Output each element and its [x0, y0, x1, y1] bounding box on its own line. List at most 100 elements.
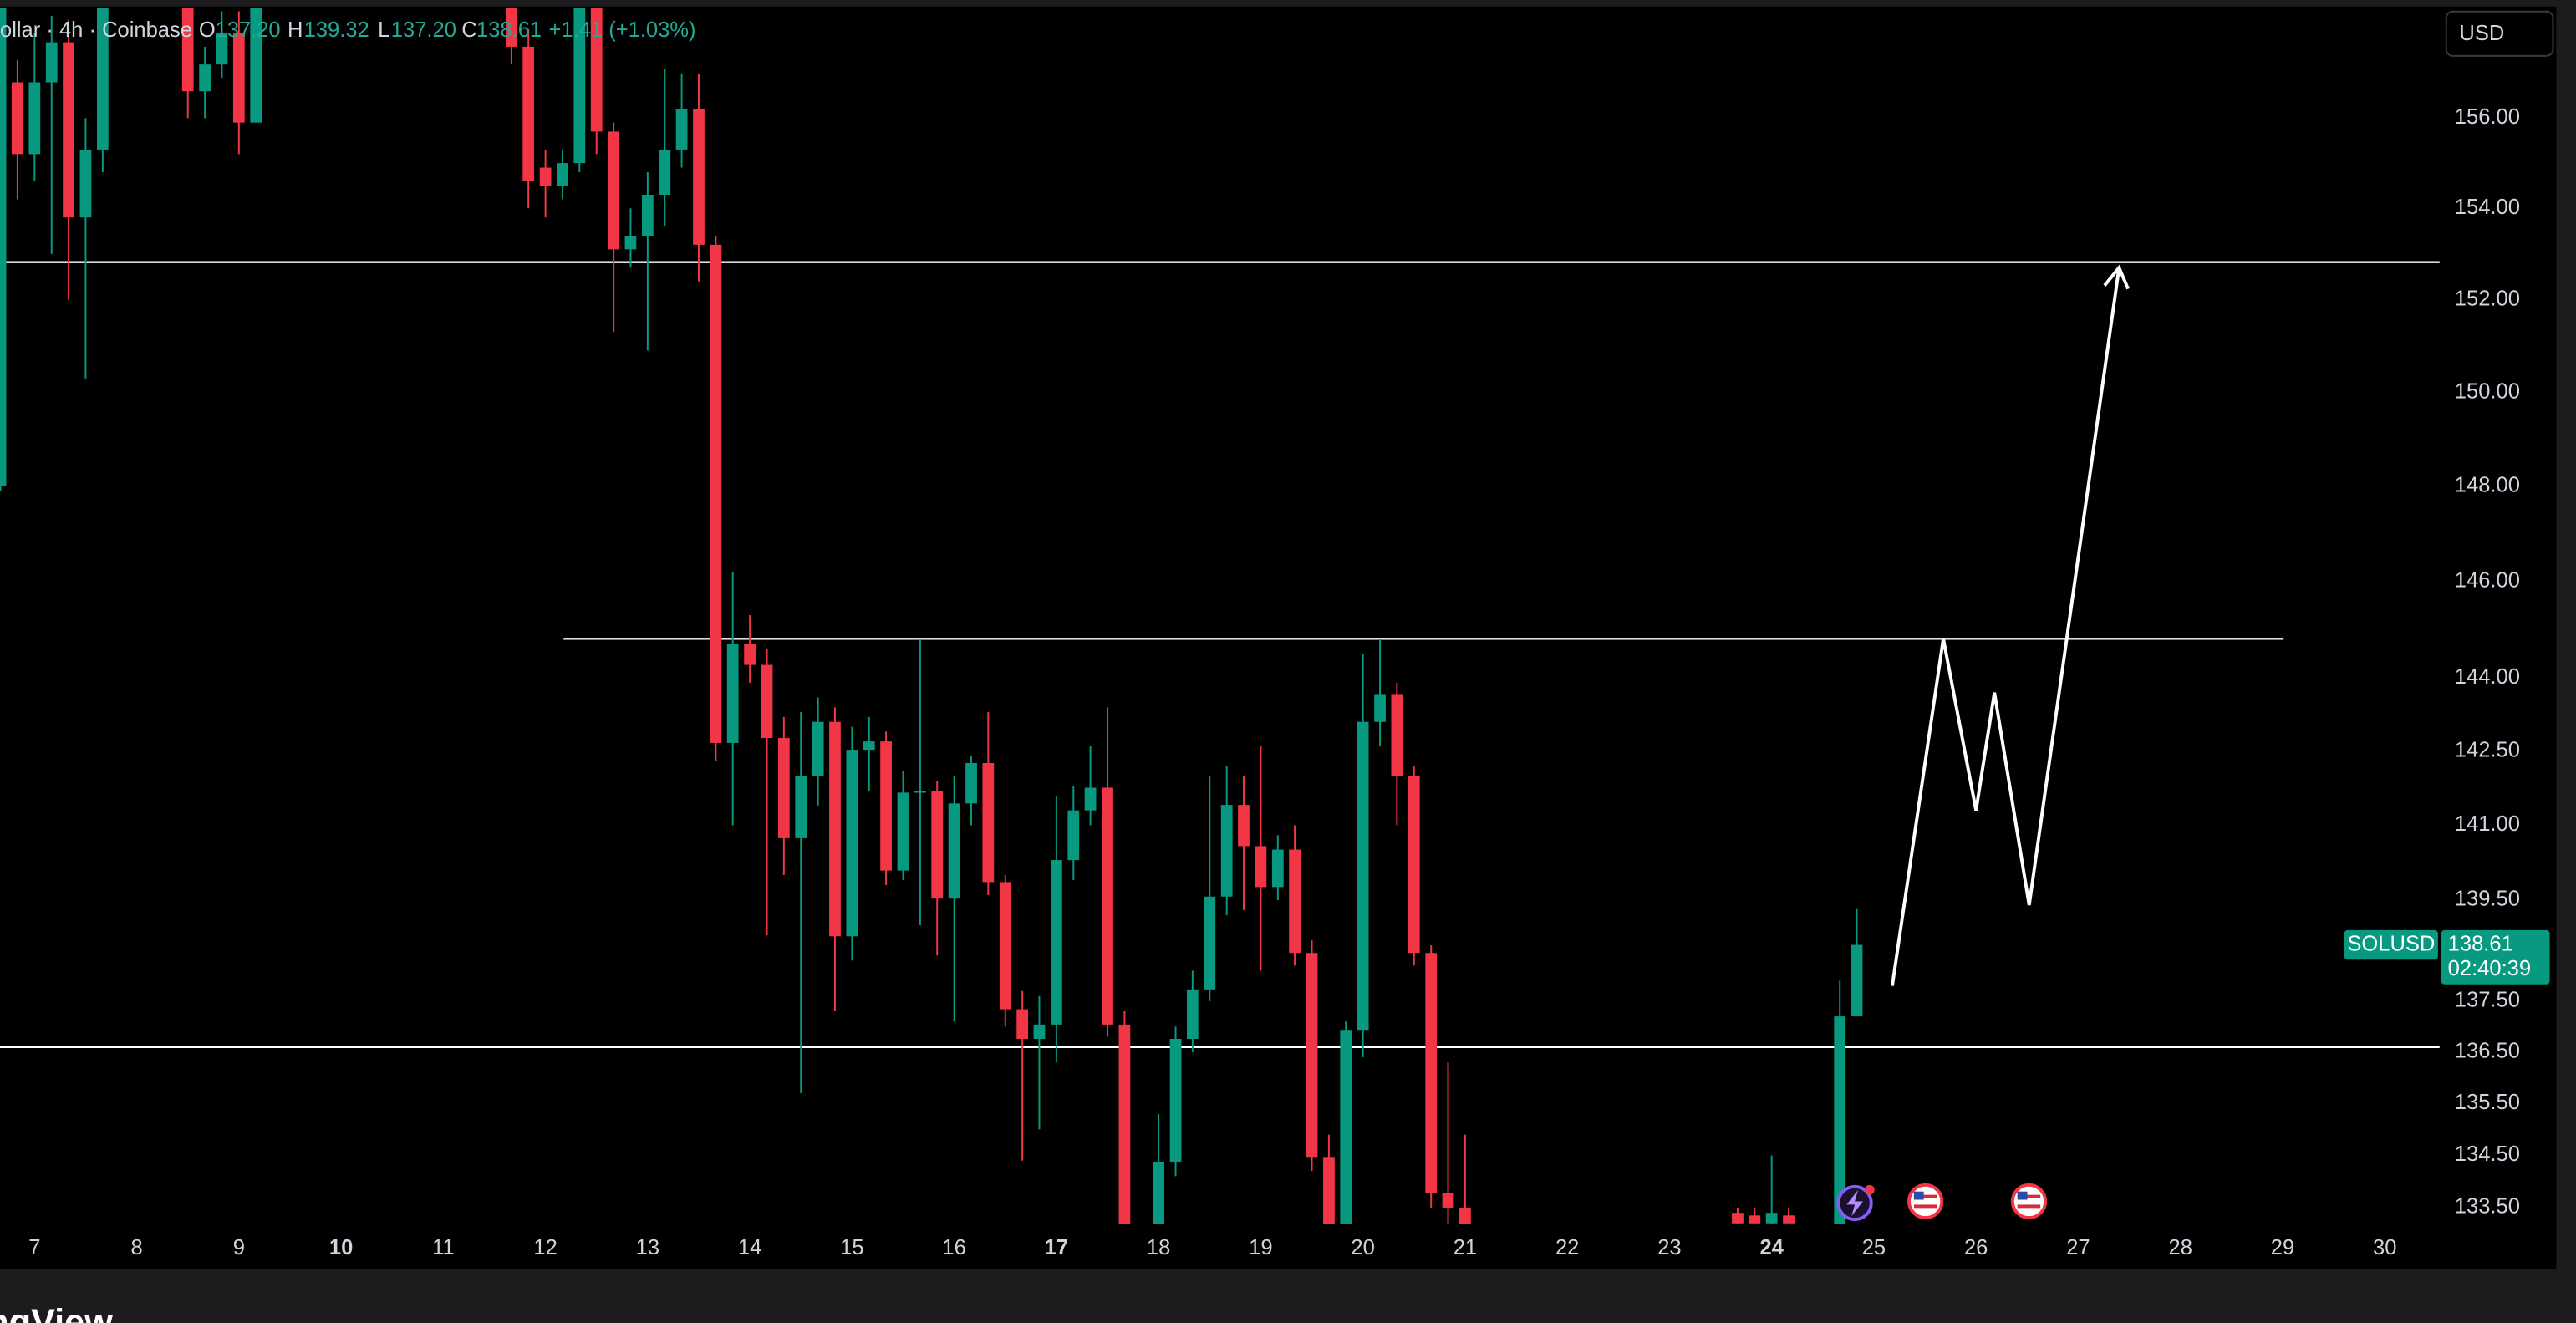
ohlc-key: H — [288, 18, 303, 42]
candle-body — [1016, 1009, 1029, 1039]
x-tick-label: 24 — [1759, 1236, 1784, 1259]
x-tick-label: 29 — [2271, 1236, 2294, 1259]
candle-body — [914, 791, 926, 793]
candle-body — [1238, 805, 1250, 847]
ohlc-value: 137.20 — [215, 18, 280, 42]
x-tick-label: 28 — [2168, 1236, 2192, 1259]
symbol-label: ollar · 4h · Coinbase — [0, 18, 192, 42]
footer-logo: ngView — [0, 1302, 113, 1323]
candle-body — [624, 235, 637, 250]
candle-body — [1408, 776, 1420, 954]
candle-body — [1442, 1193, 1454, 1208]
candle-body — [1732, 1213, 1744, 1224]
projection-path — [1890, 267, 2121, 986]
candle-body — [999, 882, 1011, 1010]
x-tick-label: 18 — [1147, 1236, 1170, 1259]
candle-body — [948, 803, 960, 899]
candle-body — [79, 149, 92, 218]
price-badge — [2441, 929, 2550, 985]
candle-body — [1186, 989, 1199, 1039]
flag-stripe — [2017, 1194, 2041, 1198]
candle-body — [1783, 1215, 1795, 1224]
candle-body — [1289, 849, 1301, 954]
y-tick-label: 142.50 — [2455, 739, 2520, 762]
y-tick-label: 137.50 — [2455, 989, 2520, 1012]
x-tick-label: 23 — [1657, 1236, 1681, 1259]
price-badge-countdown: 02:40:39 — [2448, 957, 2531, 980]
event-icon[interactable] — [2010, 1183, 2048, 1220]
event-icon-glyph — [1846, 1189, 1863, 1217]
projection-arrowhead — [2103, 264, 2130, 290]
x-tick-label: 16 — [942, 1236, 965, 1259]
candle-body — [1374, 694, 1386, 722]
event-badge — [1864, 1184, 1875, 1195]
y-tick-label: 156.00 — [2455, 105, 2520, 129]
candle-body — [965, 762, 977, 804]
candle-body — [557, 163, 568, 186]
candle-body — [28, 82, 41, 155]
candle-body — [1255, 846, 1267, 888]
candle-body — [12, 82, 23, 155]
ohlc-value: 138.61 — [476, 18, 542, 42]
candle-body — [1051, 860, 1062, 1025]
currency-label[interactable]: USD — [2459, 22, 2504, 45]
candle-body — [1084, 787, 1097, 811]
candle-body — [522, 46, 535, 181]
candle-body — [1220, 805, 1233, 897]
event-icons — [1836, 1183, 2048, 1222]
candle-body — [863, 741, 875, 751]
y-tick-label: 136.50 — [2455, 1040, 2520, 1063]
candle-body — [1340, 1030, 1352, 1225]
candle-body — [608, 131, 620, 250]
candle-body — [710, 244, 722, 743]
x-tick-label: 15 — [840, 1236, 863, 1259]
x-tick-label: 8 — [130, 1236, 142, 1259]
y-tick-label: 144.00 — [2455, 665, 2520, 689]
flag-canton — [2017, 1191, 2028, 1200]
ohlc-value: 139.32 — [304, 18, 369, 42]
currency-button[interactable] — [2445, 10, 2554, 57]
x-tick-label: 9 — [233, 1236, 245, 1259]
plot-area — [0, 8, 2440, 1225]
candle-body — [1391, 694, 1403, 776]
candle-body — [1102, 787, 1113, 1025]
ohlc-key: O — [199, 18, 216, 42]
candle-body — [931, 791, 944, 899]
x-tick-label: 22 — [1555, 1236, 1579, 1259]
candle-body — [1765, 1213, 1778, 1224]
candle-body — [777, 738, 790, 838]
flag-stripe — [1913, 1194, 1937, 1198]
candle-body — [506, 8, 517, 47]
flag-stripe — [2017, 1204, 2041, 1209]
candle-body — [1306, 953, 1318, 1158]
candle-body — [1834, 1016, 1846, 1225]
candle-body — [1204, 896, 1216, 990]
candle-body — [761, 664, 773, 739]
candle-body — [1169, 1038, 1182, 1162]
y-tick-label: 150.00 — [2455, 379, 2520, 403]
candle-body — [795, 776, 807, 838]
candle-body — [590, 8, 603, 132]
x-tick-label: 10 — [329, 1236, 353, 1259]
x-tick-label: 21 — [1453, 1236, 1477, 1259]
candle-body — [693, 109, 705, 245]
y-tick-label: 135.50 — [2455, 1091, 2520, 1114]
candle-body — [880, 741, 892, 871]
candle-body — [1459, 1207, 1471, 1224]
ohlc-key: C — [461, 18, 476, 42]
x-tick-label: 7 — [28, 1236, 40, 1259]
x-tick-label: 12 — [533, 1236, 557, 1259]
y-tick-label: 152.00 — [2455, 287, 2520, 310]
change-label: +1.41 (+1.03%) — [548, 18, 695, 42]
axes: 156.00 154.00 152.00 150.00 148.00 146.00 144.… — [28, 105, 2550, 1259]
event-icon[interactable] — [1907, 1183, 1944, 1220]
ohlc-key: L — [378, 18, 389, 42]
x-tick-label: 19 — [1249, 1236, 1272, 1259]
y-tick-label: 134.50 — [2455, 1142, 2520, 1166]
candle-body — [1153, 1161, 1165, 1225]
candle-body — [250, 8, 262, 123]
candle-body — [1067, 810, 1080, 861]
candle-body — [812, 721, 824, 776]
candle-body — [726, 644, 739, 743]
